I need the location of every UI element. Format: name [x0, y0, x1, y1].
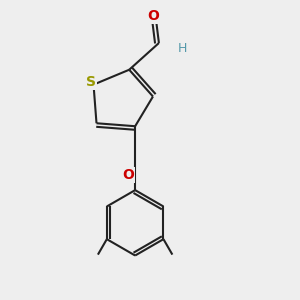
- Text: S: S: [85, 75, 96, 89]
- Text: H: H: [178, 42, 188, 56]
- Text: O: O: [122, 168, 134, 182]
- Text: O: O: [148, 9, 160, 23]
